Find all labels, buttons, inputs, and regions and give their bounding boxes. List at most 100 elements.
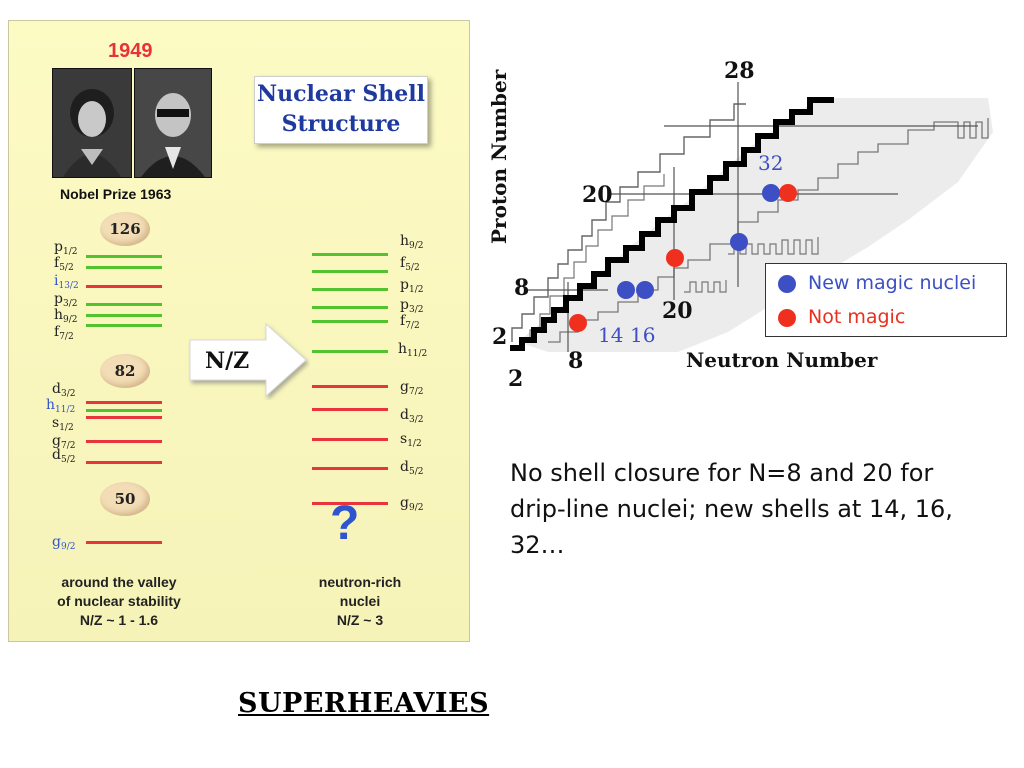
proton-drip-line <box>511 103 746 342</box>
right-level-label: p3/2 <box>400 297 424 315</box>
right-level-line <box>312 467 388 470</box>
inner-drip-line <box>529 174 665 342</box>
legend-label-new-magic: New magic nuclei <box>808 272 977 294</box>
arrow-label: N/Z <box>205 348 250 374</box>
not-magic-point <box>569 314 587 332</box>
right-level-line <box>312 253 388 256</box>
right-level-label: p1/2 <box>400 277 424 295</box>
right-level-line <box>312 502 388 505</box>
not-magic-point <box>666 249 684 267</box>
left-level-line <box>86 285 162 288</box>
neutron-drip-line <box>548 118 989 343</box>
valley-caption-line-2: of nuclear stability <box>57 593 181 609</box>
right-level-label: f7/2 <box>400 313 420 331</box>
label-16: 16 <box>630 323 655 347</box>
left-level-label: g7/2 <box>52 433 76 451</box>
valley-caption: around the valley of nuclear stability N… <box>30 573 208 630</box>
left-level-label: p3/2 <box>54 291 78 309</box>
left-level-line <box>86 266 162 269</box>
portrait-photo-left <box>52 68 132 178</box>
magic-number-82: 82 <box>100 354 150 388</box>
neutron-rich-caption-line-1: neutron-rich <box>318 574 402 590</box>
title-line-1: Nuclear Shell <box>257 81 425 107</box>
right-level-label: d3/2 <box>400 407 424 425</box>
right-level-label: d5/2 <box>400 459 424 477</box>
right-level-line <box>312 408 388 411</box>
question-mark: ? <box>330 497 360 550</box>
label-8-proton: 8 <box>514 275 529 301</box>
left-level-label: s1/2 <box>52 415 74 433</box>
red-dot-icon <box>778 309 796 327</box>
right-level-line <box>312 385 388 388</box>
new-magic-point <box>730 233 748 251</box>
label-2-proton: 2 <box>492 324 507 350</box>
label-14: 14 <box>598 323 623 347</box>
new-magic-point <box>636 281 654 299</box>
neutron-rich-caption-line-2: nuclei <box>339 593 381 609</box>
left-level-line <box>86 461 162 464</box>
right-level-line <box>312 270 388 273</box>
new-magic-point <box>617 281 635 299</box>
shell-closure-note: No shell closure for N=8 and 20 for drip… <box>510 459 953 559</box>
right-level-label: g7/2 <box>400 379 424 397</box>
left-level-label: h11/2 <box>46 397 76 415</box>
title-line-2: Structure <box>281 111 401 137</box>
arrow-right-icon <box>189 322 307 398</box>
valley-caption-line-3: N/Z ~ 1 - 1.6 <box>79 612 159 628</box>
superheavies-heading: SUPERHEAVIES <box>238 688 490 719</box>
scalloped-line <box>728 237 819 255</box>
left-level-line <box>86 303 162 306</box>
right-level-label: s1/2 <box>400 431 422 449</box>
right-level-line <box>312 306 388 309</box>
portrait-photo-right <box>134 68 212 178</box>
left-level-label: h9/2 <box>54 307 78 325</box>
shell-structure-title: Nuclear Shell Structure <box>254 76 428 144</box>
label-32: 32 <box>758 151 783 175</box>
left-level-line <box>86 255 162 258</box>
left-level-label: f7/2 <box>54 324 74 342</box>
x-axis-label: Neutron Number <box>686 348 878 372</box>
scalloped-line-2 <box>684 280 727 293</box>
nuclide-chart: Proton Number Neutron Number 28 20 8 2 3… <box>488 58 993 392</box>
left-level-line <box>86 440 162 443</box>
nobel-caption: Nobel Prize 1963 <box>60 186 172 202</box>
not-magic-point <box>779 184 797 202</box>
right-level-label: f5/2 <box>400 255 420 273</box>
stable-nuclei-line <box>510 97 834 351</box>
legend-label-not-magic: Not magic <box>808 306 906 328</box>
magic-number-50: 50 <box>100 482 150 516</box>
left-level-label: d3/2 <box>52 381 76 399</box>
label-28: 28 <box>724 58 755 84</box>
left-level-line <box>86 409 162 412</box>
right-level-label: g9/2 <box>400 495 424 513</box>
label-2-neutron: 2 <box>508 366 523 392</box>
valley-caption-line-1: around the valley <box>61 574 177 590</box>
left-level-line <box>86 401 162 404</box>
neutron-rich-caption-line-3: N/Z ~ 3 <box>336 612 384 628</box>
left-level-label: f5/2 <box>54 255 74 273</box>
label-20-neutron: 20 <box>662 298 693 324</box>
year-label: 1949 <box>108 40 153 62</box>
right-level-line <box>312 438 388 441</box>
left-level-line <box>86 314 162 317</box>
right-level-line <box>312 288 388 291</box>
neutron-rich-caption: neutron-rich nuclei N/Z ~ 3 <box>290 573 430 630</box>
left-level-label: p1/2 <box>54 239 78 257</box>
y-axis-label: Proton Number <box>488 69 511 244</box>
new-magic-point <box>762 184 780 202</box>
left-level-label: i13/2 <box>54 273 79 291</box>
left-level-label: g9/2 <box>52 534 76 552</box>
nz-arrow <box>188 322 310 400</box>
right-level-line <box>312 350 388 353</box>
magic-number-126: 126 <box>100 212 150 246</box>
left-level-line <box>86 541 162 544</box>
right-level-line <box>312 320 388 323</box>
label-8-neutron: 8 <box>568 348 583 374</box>
left-level-line <box>86 324 162 327</box>
right-level-label: h9/2 <box>400 233 424 251</box>
left-level-line <box>86 416 162 419</box>
right-level-label: h11/2 <box>398 341 428 359</box>
label-20-proton: 20 <box>582 182 613 208</box>
left-level-label: d5/2 <box>52 447 76 465</box>
chart-legend: New magic nuclei Not magic <box>765 263 1007 337</box>
